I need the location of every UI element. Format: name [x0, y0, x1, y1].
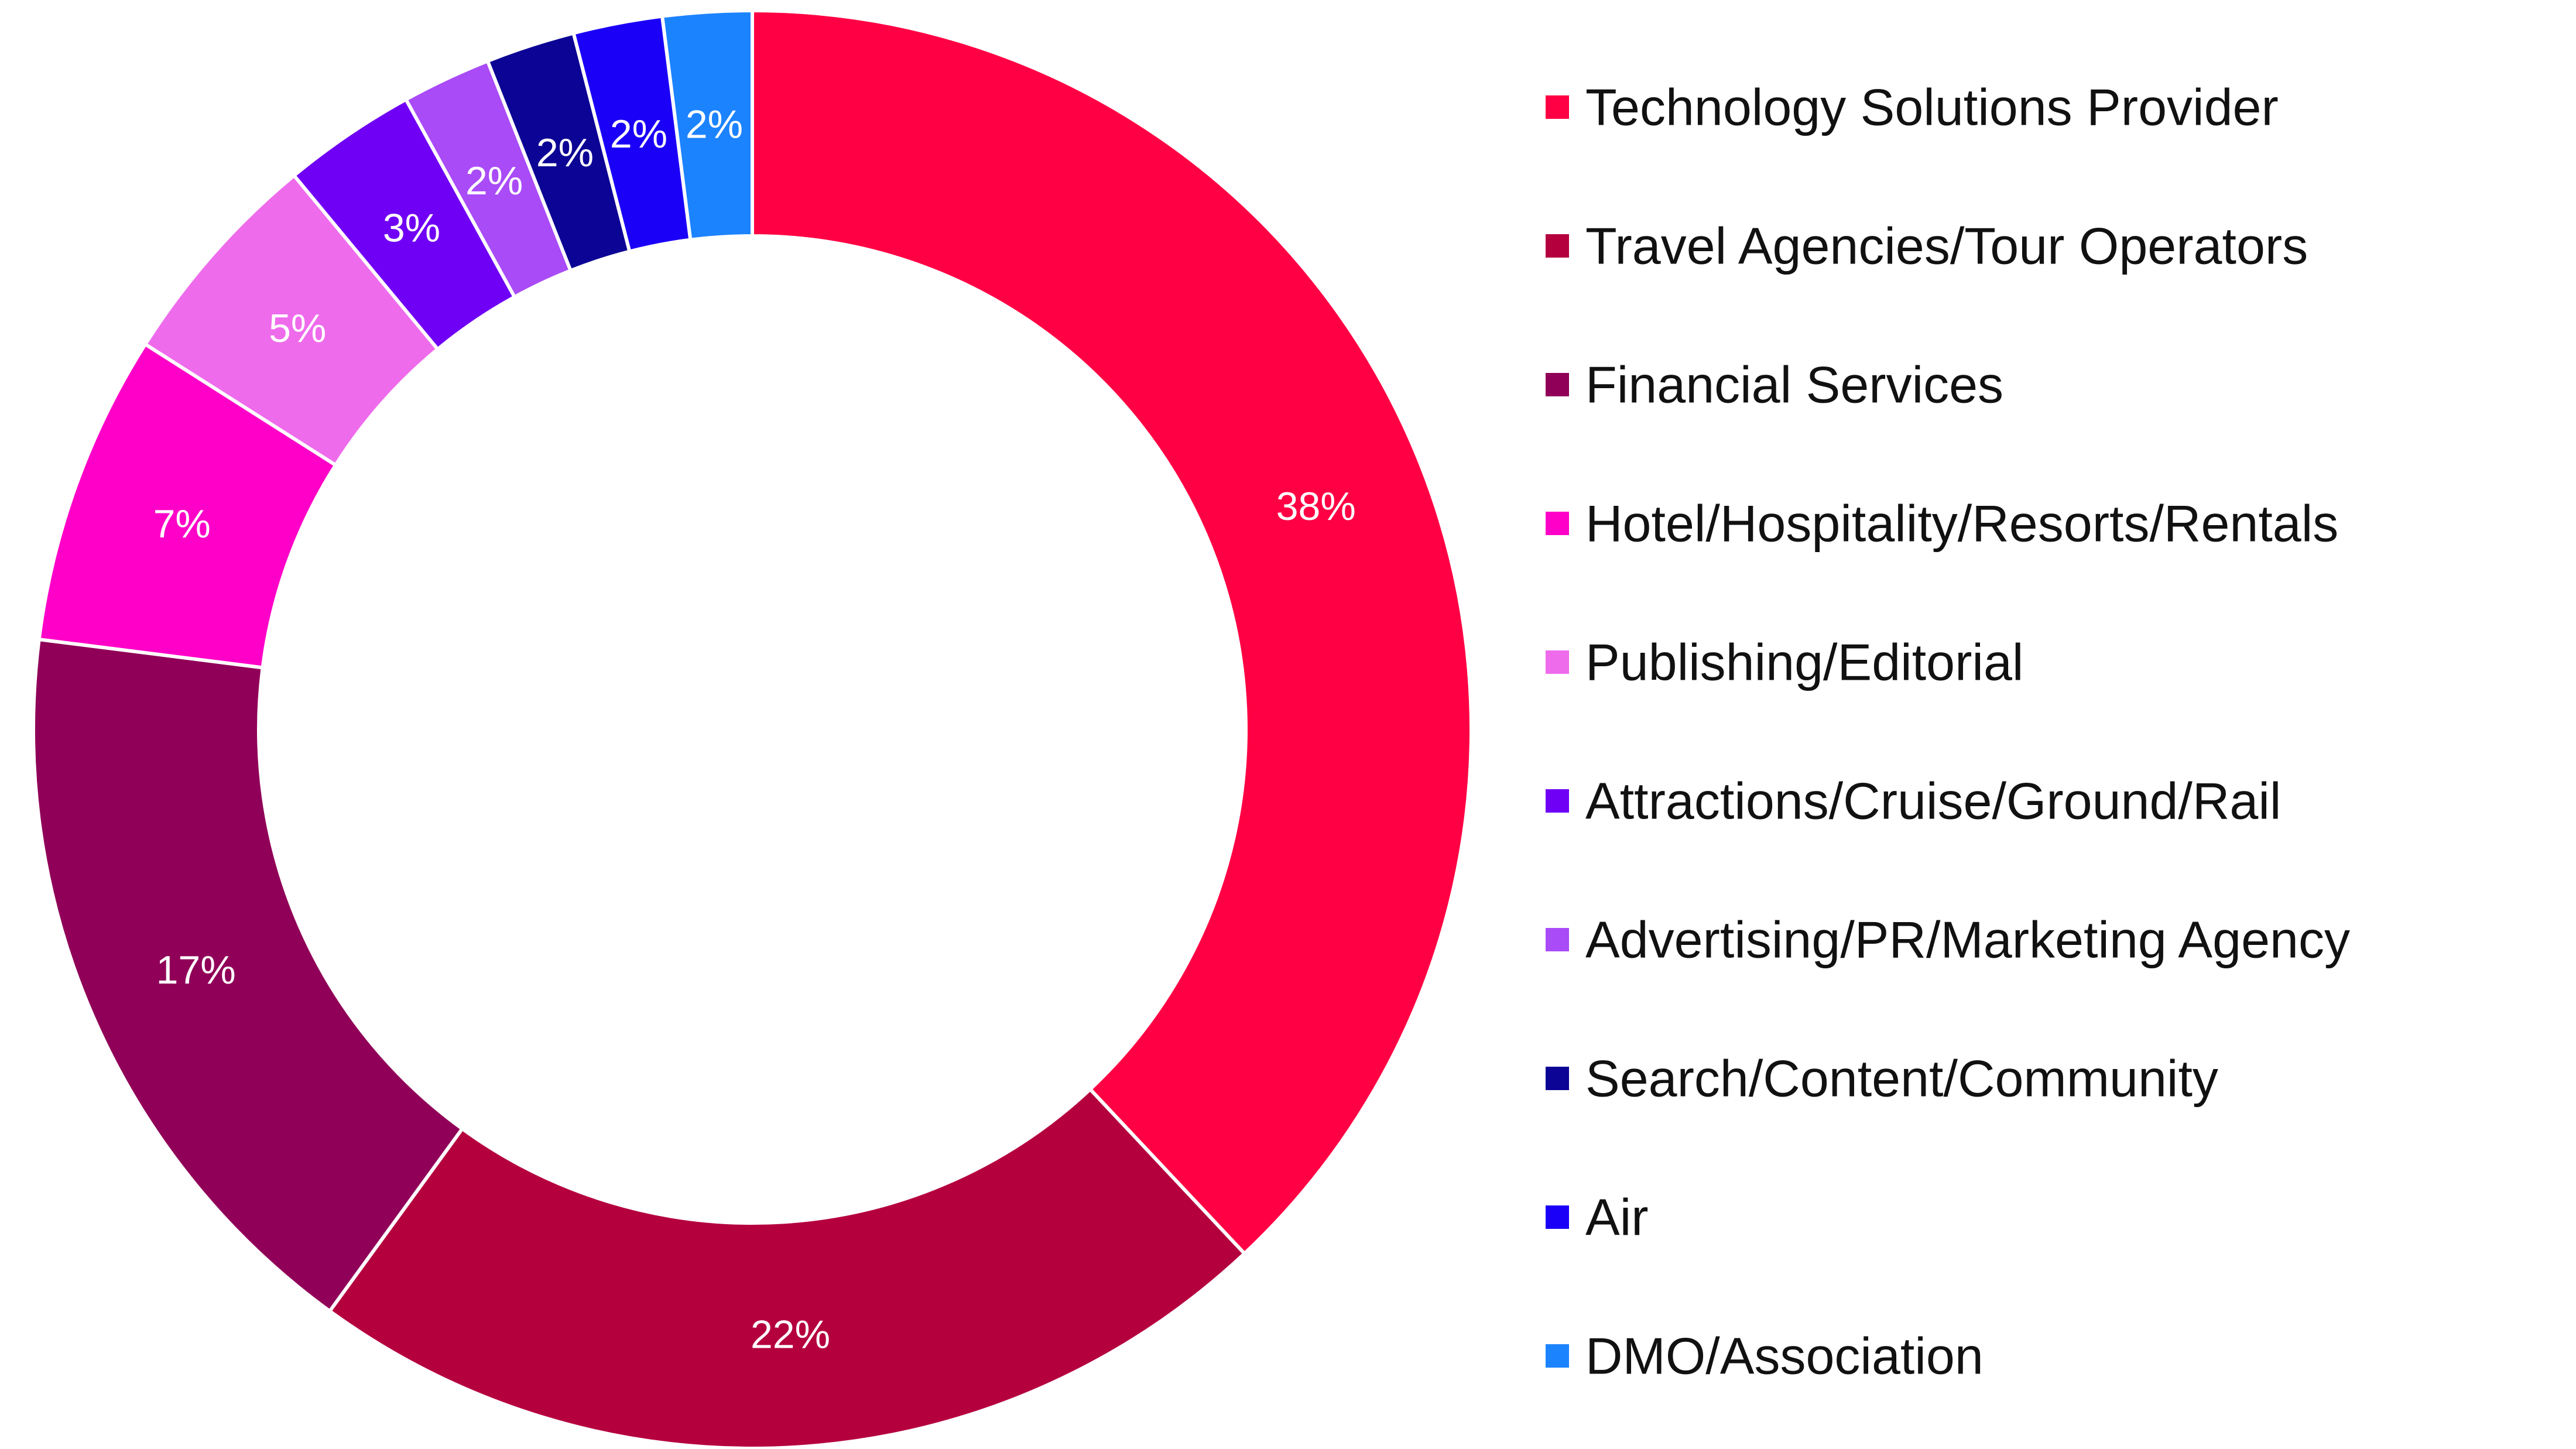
legend-swatch	[1546, 650, 1569, 674]
legend-item-search-content-community: Search/Content/Community	[1546, 1050, 2218, 1108]
legend-label: DMO/Association	[1585, 1327, 1984, 1385]
slice-value-label: 17%	[156, 948, 236, 992]
legend-swatch	[1546, 95, 1569, 119]
legend-label: Attractions/Cruise/Ground/Rail	[1585, 772, 2281, 830]
legend-swatch	[1546, 1205, 1569, 1229]
legend-swatch	[1546, 512, 1569, 535]
legend-item-air: Air	[1546, 1188, 1649, 1246]
legend-label: Financial Services	[1585, 356, 2003, 414]
slice-dmo-association	[660, 8, 754, 242]
legend-swatch	[1546, 1344, 1569, 1368]
slice-financial-services	[32, 637, 465, 1314]
legend-item-advertising-pr-marketing-agency: Advertising/PR/Marketing Agency	[1546, 911, 2350, 969]
legend-label: Hotel/Hospitality/Resorts/Rentals	[1585, 495, 2338, 553]
legend-swatch	[1546, 1067, 1569, 1090]
legend-item-publishing-editorial: Publishing/Editorial	[1546, 633, 2023, 691]
legend-swatch	[1546, 234, 1569, 258]
slice-technology-solutions-provider	[751, 8, 1473, 1256]
slice-value-label: 2%	[610, 112, 667, 156]
legend-swatch	[1546, 373, 1569, 396]
slice-value-label: 2%	[686, 102, 743, 147]
legend-item-dmo-association: DMO/Association	[1546, 1327, 1984, 1385]
slice-travel-agencies-tour-operators	[327, 1087, 1247, 1449]
legend-label: Technology Solutions Provider	[1585, 78, 2279, 136]
legend-item-travel-agencies-tour-operators: Travel Agencies/Tour Operators	[1546, 217, 2308, 275]
legend-label: Publishing/Editorial	[1585, 633, 2023, 691]
legend-item-technology-solutions-provider: Technology Solutions Provider	[1546, 78, 2279, 136]
slices-layer	[32, 8, 1473, 1449]
slice-value-label: 2%	[536, 131, 594, 175]
slice-value-label: 38%	[1276, 484, 1356, 529]
legend-swatch	[1546, 789, 1569, 813]
legend-item-hotel-hospitality-resorts-rentals: Hotel/Hospitality/Resorts/Rentals	[1546, 495, 2338, 553]
legend-swatch	[1546, 928, 1569, 951]
slice-value-label: 22%	[751, 1312, 830, 1356]
legend-label: Travel Agencies/Tour Operators	[1585, 217, 2308, 275]
legend-label: Advertising/PR/Marketing Agency	[1585, 911, 2350, 969]
legend: Technology Solutions Provider Travel Agen…	[1546, 78, 2350, 1385]
legend-item-attractions-cruise-ground-rail: Attractions/Cruise/Ground/Rail	[1546, 772, 2281, 830]
slice-labels-layer: 38% 22% 17% 7% 5% 3% 2% 2% 2% 2%	[153, 102, 1356, 1357]
slice-value-label: 3%	[383, 206, 440, 251]
slice-value-label: 7%	[153, 502, 211, 546]
legend-label: Air	[1585, 1188, 1649, 1246]
legend-item-financial-services: Financial Services	[1546, 356, 2003, 414]
legend-label: Search/Content/Community	[1585, 1050, 2218, 1108]
slice-value-label: 2%	[465, 159, 523, 203]
slice-value-label: 5%	[269, 306, 326, 351]
